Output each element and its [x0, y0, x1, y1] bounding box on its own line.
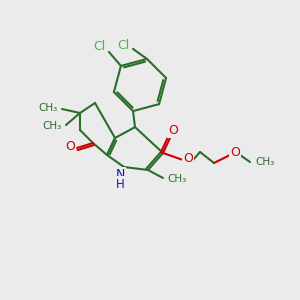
Text: O: O [65, 140, 75, 152]
Text: Cl: Cl [117, 39, 129, 52]
Text: CH₃: CH₃ [42, 121, 62, 131]
Text: O: O [183, 152, 193, 164]
Text: CH₃: CH₃ [167, 174, 187, 184]
Text: CH₃: CH₃ [38, 103, 58, 113]
Text: Cl: Cl [93, 40, 105, 53]
Text: O: O [230, 146, 240, 160]
Text: CH₃: CH₃ [255, 157, 274, 167]
Text: H: H [116, 178, 124, 190]
Text: O: O [168, 124, 178, 136]
Text: N: N [115, 169, 125, 182]
